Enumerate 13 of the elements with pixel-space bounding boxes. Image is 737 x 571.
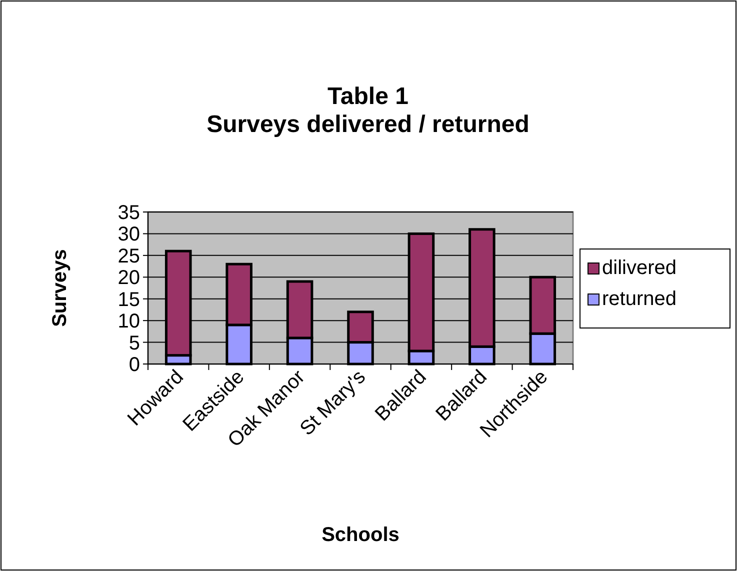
y-tick-label: 35: [118, 202, 140, 224]
y-tick-label: 20: [118, 267, 140, 290]
y-tick-label: 5: [128, 332, 140, 354]
chart-subtitle: Surveys delivered / returned: [206, 111, 530, 138]
legend-label: dilivered: [602, 257, 676, 279]
x-axis-title: Schools: [322, 524, 400, 546]
y-tick-label: 10: [118, 310, 140, 333]
legend-label: returned: [602, 288, 676, 310]
y-tick-label: 25: [118, 245, 140, 268]
chart-title: Table 1: [328, 83, 408, 110]
y-tick-label: 30: [118, 224, 140, 246]
y-tick-label: 15: [118, 288, 140, 311]
y-axis-title: Surveys: [49, 249, 71, 327]
